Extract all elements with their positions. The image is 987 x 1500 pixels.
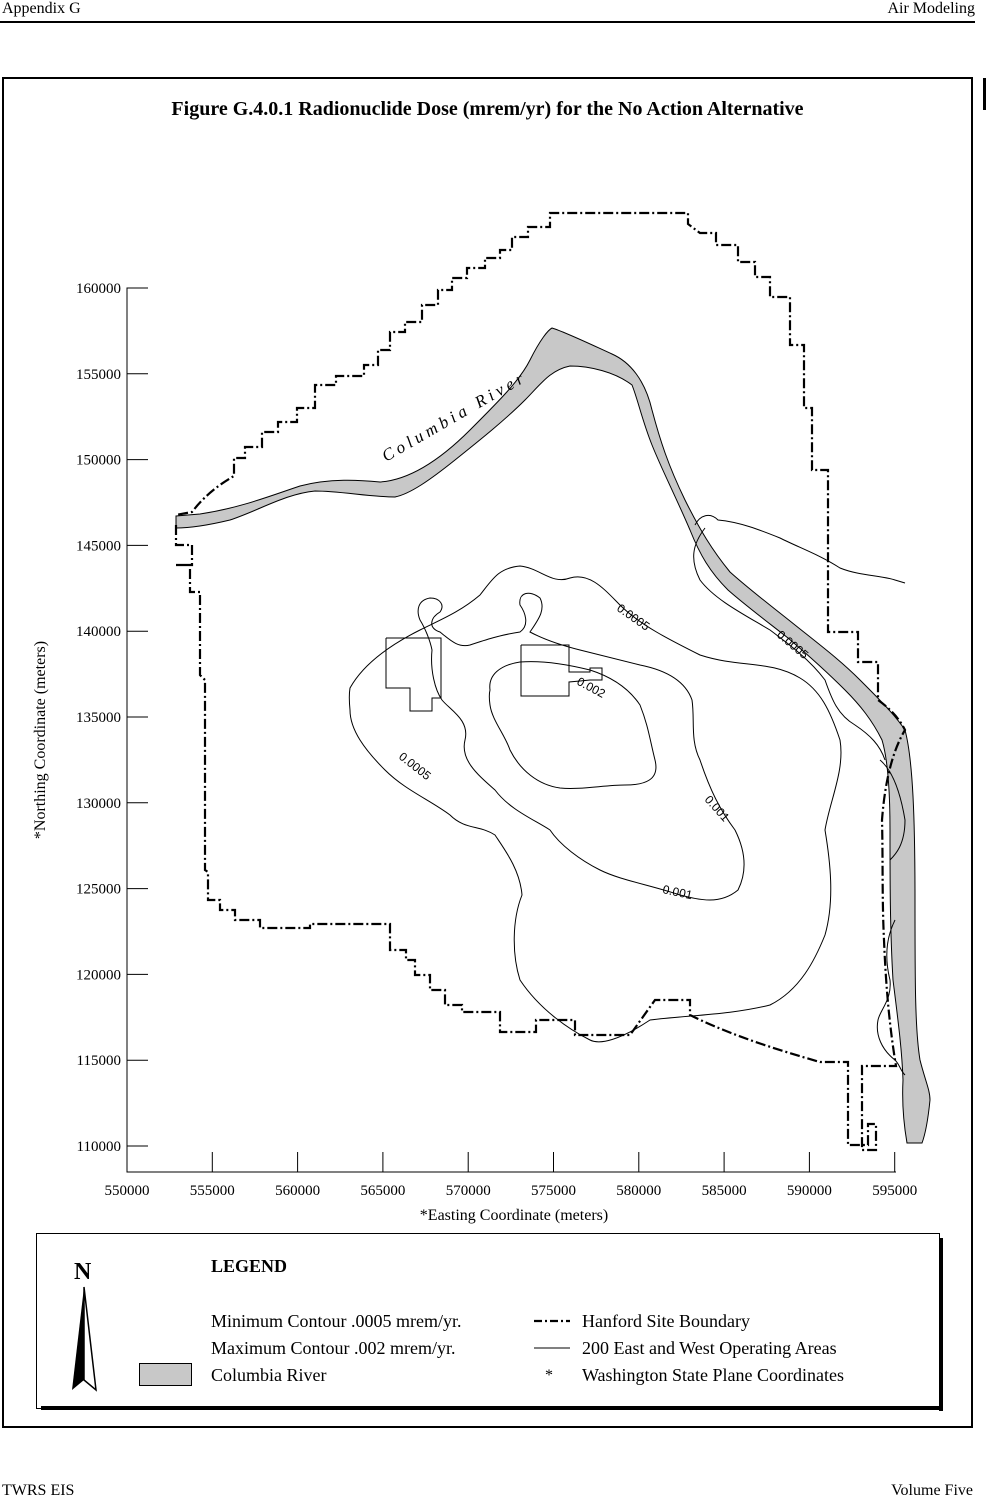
y-tick-label: 145000 (76, 538, 121, 554)
x-tick-label: 585000 (702, 1183, 747, 1199)
columbia-river (175, 327, 931, 1144)
x-tick-label: 590000 (787, 1183, 832, 1199)
change-bar (983, 78, 986, 110)
legend-box: LEGEND Minimum Contour .0005 mrem/yr. Ma… (36, 1233, 943, 1411)
x-tick-label: 580000 (616, 1183, 661, 1199)
y-tick-label: 140000 (76, 624, 121, 640)
x-tick-label: 560000 (275, 1183, 320, 1199)
operating-areas (385, 637, 603, 712)
x-tick-label: 570000 (446, 1183, 491, 1199)
y-tick-label: 120000 (76, 967, 121, 983)
legend-river-swatch (139, 1363, 192, 1386)
legend-boundary: Hanford Site Boundary (582, 1311, 750, 1331)
contour-south-lobe (876, 919, 906, 1076)
contour-label-002: 0.002 (575, 674, 608, 701)
legend-shadow-bottom (41, 1406, 943, 1410)
x-tick-label: 565000 (360, 1183, 405, 1199)
contour-east-branch (693, 527, 886, 761)
contour-label-001-south: 0.001 (661, 882, 694, 902)
y-ticks: 160000 155000 150000 145000 140000 135000 1300… (76, 281, 148, 1155)
legend-operating: 200 East and West Operating Areas (582, 1338, 837, 1358)
y-tick-label: 160000 (76, 281, 121, 297)
legend-shadow-right (939, 1238, 943, 1411)
contour-0.001 (417, 592, 745, 901)
header-left: Appendix G (2, 0, 81, 17)
200-east-area (520, 644, 603, 697)
figure-title: Figure G.4.0.1 Radionuclide Dose (mrem/y… (171, 98, 804, 120)
y-tick-label: 150000 (76, 453, 121, 469)
x-axis-label: *Easting Coordinate (meters) (419, 1207, 609, 1224)
legend-max-contour: Maximum Contour .002 mrem/yr. (211, 1338, 456, 1358)
y-tick-label: 155000 (76, 367, 121, 383)
contour-label-sw: 0.0005 (396, 749, 434, 783)
x-ticks: 550000 555000 560000 565000 570000 575000 5800… (105, 1152, 917, 1199)
footer-right: Volume Five (891, 1482, 973, 1499)
y-tick-label: 135000 (76, 710, 121, 726)
north-arrow-icon (72, 1286, 97, 1392)
x-tick-label: 595000 (872, 1183, 917, 1199)
contour-river-lobe (879, 759, 906, 861)
legend-coords: Washington State Plane Coordinates (582, 1365, 845, 1385)
y-tick-label: 115000 (77, 1053, 121, 1069)
y-tick-label: 130000 (76, 796, 121, 812)
contour-0.0005-outer (348, 565, 842, 1043)
north-label: N (74, 1259, 92, 1285)
header-right: Air Modeling (887, 0, 975, 17)
contour-northeast (694, 514, 906, 584)
figure-frame (2, 77, 973, 1428)
x-tick-label: 550000 (105, 1183, 150, 1199)
dose-contours (348, 514, 906, 1076)
footer-left: TWRS EIS (2, 1482, 75, 1499)
contour-0.002 (488, 661, 657, 789)
axes (126, 287, 896, 1173)
x-tick-label: 575000 (531, 1183, 576, 1199)
y-axis-label: *Northing Coordinate (meters) (32, 640, 49, 840)
legend-min-contour: Minimum Contour .0005 mrem/yr. (211, 1311, 462, 1331)
hanford-site-boundary (174, 211, 907, 1152)
legend-title: LEGEND (211, 1256, 288, 1276)
x-tick-label: 555000 (190, 1183, 235, 1199)
y-axis (126, 287, 896, 1173)
200-west-area (385, 637, 442, 712)
legend-river: Columbia River (211, 1365, 327, 1385)
y-tick-label: 110000 (77, 1139, 121, 1155)
y-tick-label: 125000 (76, 882, 121, 898)
contour-label-ne-1: 0.0005 (614, 601, 652, 634)
legend-star-icon: * (545, 1367, 553, 1384)
header-rule (0, 21, 975, 23)
